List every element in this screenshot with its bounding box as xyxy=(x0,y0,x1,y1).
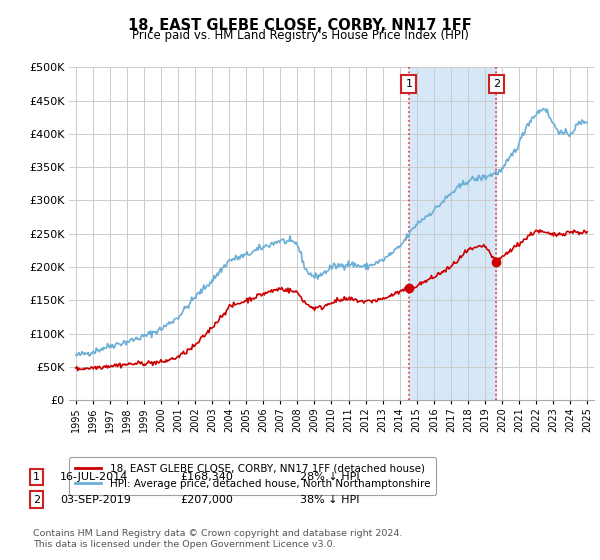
Text: Price paid vs. HM Land Registry's House Price Index (HPI): Price paid vs. HM Land Registry's House … xyxy=(131,29,469,42)
Legend: 18, EAST GLEBE CLOSE, CORBY, NN17 1FF (detached house), HPI: Average price, deta: 18, EAST GLEBE CLOSE, CORBY, NN17 1FF (d… xyxy=(69,458,436,495)
Text: 2: 2 xyxy=(33,494,40,505)
Text: £207,000: £207,000 xyxy=(180,494,233,505)
Text: 28% ↓ HPI: 28% ↓ HPI xyxy=(300,472,359,482)
Text: 2: 2 xyxy=(493,79,500,89)
Text: 1: 1 xyxy=(406,79,412,89)
Text: 16-JUL-2014: 16-JUL-2014 xyxy=(60,472,128,482)
Text: 38% ↓ HPI: 38% ↓ HPI xyxy=(300,494,359,505)
Text: 03-SEP-2019: 03-SEP-2019 xyxy=(60,494,131,505)
Text: 1: 1 xyxy=(33,472,40,482)
Text: Contains HM Land Registry data © Crown copyright and database right 2024.
This d: Contains HM Land Registry data © Crown c… xyxy=(33,529,403,549)
Bar xyxy=(409,67,496,400)
Text: 18, EAST GLEBE CLOSE, CORBY, NN17 1FF: 18, EAST GLEBE CLOSE, CORBY, NN17 1FF xyxy=(128,18,472,33)
Text: £168,340: £168,340 xyxy=(180,472,233,482)
